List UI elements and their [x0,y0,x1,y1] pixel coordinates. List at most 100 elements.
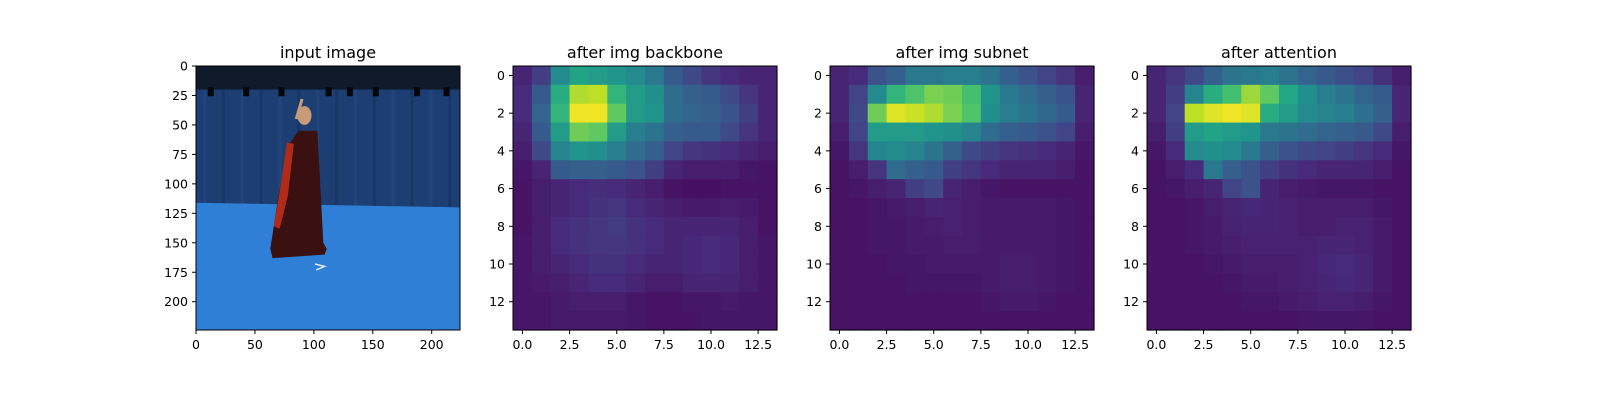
heatmap-cell [720,292,740,312]
heatmap-cell [830,122,850,143]
heatmap-cell [550,141,571,161]
heatmap-cell [924,216,944,237]
heatmap-cell [1241,66,1261,86]
y-tick-label: 0 [814,68,822,83]
heatmap-cell [1147,66,1167,86]
heatmap-cell [1075,66,1095,86]
heatmap-cell [886,273,907,293]
heatmap-cell [830,141,850,161]
heatmap-cell [626,235,646,256]
heatmap-cell [758,311,778,331]
heatmap-cell [739,216,759,237]
heatmap-cell [663,141,684,161]
heatmap-cell [1203,122,1224,143]
heatmap-cell [1297,141,1318,161]
heatmap-cell [1075,254,1095,275]
heatmap-cell [980,198,1001,218]
heatmap-cell [962,235,982,256]
heatmap-cell [962,254,982,275]
heatmap-cell [886,179,907,199]
y-tick-label: 150 [164,235,188,250]
heatmap-cell [1075,103,1095,124]
heatmap-cell [1147,311,1167,331]
y-tick-label: 10 [1123,257,1139,272]
heatmap-cell [588,254,608,275]
heatmap-cell [1147,254,1167,275]
x-tick-label: 7.5 [1288,337,1308,352]
heatmap-cell [1316,84,1337,105]
heatmap-cell [701,103,722,124]
heatmap-cell [1260,273,1280,293]
heatmap-cell [1147,122,1167,143]
x-tick-label: 5.0 [924,337,944,352]
heatmap-cell [569,103,590,124]
heatmap-cell [1373,216,1393,237]
heatmap-cell [607,141,627,161]
heatmap-cell [905,84,925,105]
heatmap-cell [1018,216,1039,237]
heatmap-cell [1018,311,1039,331]
heatmap-cell [848,179,869,199]
curtain-fold [278,89,282,208]
heatmap-cell [1018,273,1039,293]
heatmap-cell [943,160,963,180]
heatmap-cell [999,122,1020,143]
heatmap-cell [1279,66,1299,86]
heatmap-cell [550,254,571,275]
x-tick-label: 200 [420,337,444,352]
heatmap-cell [531,216,552,237]
heatmap-cell [588,66,608,86]
heatmap-cell [1279,292,1299,312]
heatmap-cell [626,273,646,293]
heatmap-cell [1335,84,1356,105]
y-tick-label: 6 [1131,181,1139,196]
curtain-fold [429,89,433,208]
heatmap-cell [943,122,963,143]
heatmap-cell [1241,103,1261,124]
heatmap-cell [980,122,1001,143]
floor-marker [314,263,327,271]
heatmap-cell [758,235,778,256]
heatmap-cell [663,254,684,275]
heatmap-cell [569,216,590,237]
heatmap-cell [1297,103,1318,124]
y-tick-label: 175 [164,265,188,280]
heatmap-cell [663,103,684,124]
heatmap-cell [513,216,533,237]
heatmap-cell [607,273,627,293]
heatmap-cell [1203,216,1224,237]
heatmap-cell [980,84,1001,105]
heatmap-cell [1037,235,1057,256]
heatmap-cell [758,273,778,293]
heatmap-cell [905,198,925,218]
heatmap-cell [905,179,925,199]
heatmap-cell [867,292,888,312]
heatmap-cell [886,292,907,312]
heatmap-cell [1018,84,1039,105]
heatmap-cell [1297,235,1318,256]
heatmap-cell [1392,141,1412,161]
heatmap-cell [588,311,608,331]
heatmap-cell [999,216,1020,237]
heatmap-cell [830,84,850,105]
y-tick-label: 4 [1131,143,1139,158]
heatmap-cell [1260,122,1280,143]
heatmap-cell [513,198,533,218]
heatmap-cell [1335,122,1356,143]
heatmap-cell [1037,292,1057,312]
heatmap-cell [980,160,1001,180]
heatmap-cell [588,103,608,124]
heatmap-cell [513,235,533,256]
heatmap-cell [943,273,963,293]
heatmap-cell [1018,160,1039,180]
heatmap-cell [550,160,571,180]
heatmap-cell [1165,141,1186,161]
heatmap-cell [886,198,907,218]
heatmap-cell [682,235,703,256]
heatmap-cell [682,66,703,86]
heatmap-cell [588,160,608,180]
heatmap-cell [886,311,907,331]
heatmap-cell [720,160,740,180]
rig-light [414,87,421,97]
heatmap-cell [867,122,888,143]
